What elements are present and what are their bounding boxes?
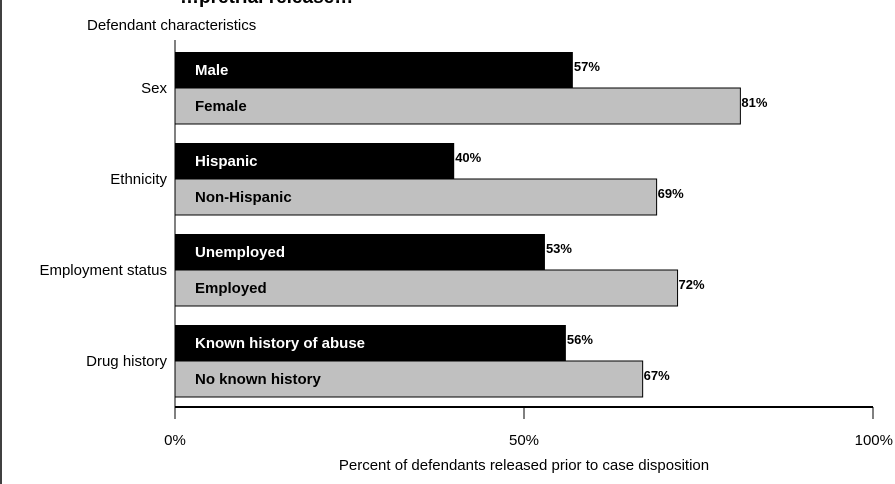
value-label-unemployed: 53%	[546, 241, 572, 256]
x-tick-label: 100%	[855, 432, 893, 449]
bar-label-employed: Employed	[195, 280, 267, 297]
bar-label-no-known-history: No known history	[195, 371, 321, 388]
category-label-drug-history: Drug history	[86, 353, 167, 370]
category-label-employment-status: Employment status	[39, 262, 167, 279]
bar-unemployed	[175, 234, 545, 270]
bar-male	[175, 52, 573, 88]
x-tick-label: 0%	[164, 432, 186, 449]
bar-label-hispanic: Hispanic	[195, 153, 258, 170]
bar-label-non-hispanic: Non-Hispanic	[195, 189, 292, 206]
bar-non-hispanic	[174, 178, 658, 216]
y-axis-title: Defendant characteristics	[87, 17, 256, 34]
x-axis-title: Percent of defendants released prior to …	[339, 457, 709, 474]
value-label-male: 57%	[574, 59, 600, 74]
value-label-female: 81%	[741, 95, 767, 110]
bar-female	[174, 87, 741, 125]
x-tick-label: 50%	[509, 432, 539, 449]
value-label-known-history-of-abuse: 56%	[567, 332, 593, 347]
category-label-sex: Sex	[141, 80, 167, 97]
value-label-hispanic: 40%	[455, 150, 481, 165]
bars-layer: Sex Male 57% Female 81% Ethnicity Hispanic 40% N…	[39, 52, 768, 398]
bar-hispanic	[175, 143, 455, 179]
bar-label-known-history-of-abuse: Known history of abuse	[195, 335, 365, 352]
bar-label-male: Male	[195, 62, 228, 79]
x-axis-ticks: 0% 50% 100%	[164, 407, 893, 449]
bar-label-unemployed: Unemployed	[195, 244, 285, 261]
bar-label-female: Female	[195, 98, 247, 115]
value-label-non-hispanic: 69%	[658, 186, 684, 201]
category-label-ethnicity: Ethnicity	[110, 171, 167, 188]
bar-employed	[174, 269, 679, 307]
value-label-employed: 72%	[679, 277, 705, 292]
bar-known-history-of-abuse	[175, 325, 566, 361]
value-label-no-known-history: 67%	[644, 368, 670, 383]
chart-title: …pretrial release…	[180, 0, 353, 8]
